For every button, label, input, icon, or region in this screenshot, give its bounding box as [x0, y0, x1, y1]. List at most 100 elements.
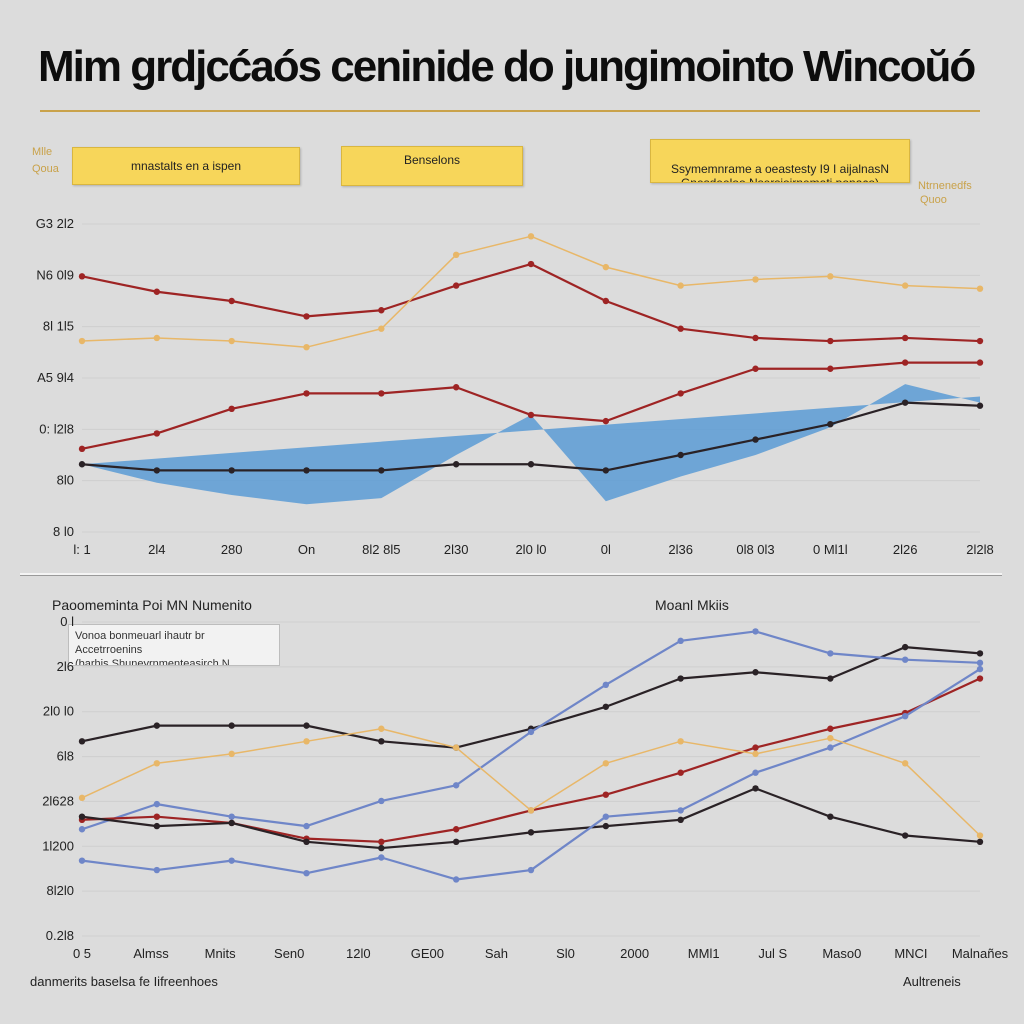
top-point-series-2 — [378, 325, 385, 332]
bottom-point-series-1 — [602, 681, 610, 688]
bottom-point-series-1 — [378, 797, 385, 805]
callout-2-text: Benselons — [403, 153, 461, 167]
top-y-tick-label: 8l0 — [57, 473, 74, 488]
top-area-series-4 — [82, 384, 980, 505]
top-point-series-0 — [752, 334, 759, 342]
bottom-point-series-5 — [378, 725, 385, 732]
bottom-subtitle-left: Paoomeminta Poi MN Numenito — [52, 597, 252, 613]
top-point-series-1 — [78, 445, 86, 453]
top-point-series-0 — [677, 325, 684, 332]
top-chart: G3 2l2 N6 0l9 8l 1l5 A5 9l4 0: l2l8 8l0 8 l0 l:… — [36, 216, 994, 557]
top-point-series-2 — [527, 233, 535, 240]
bottom-point-series-3 — [602, 822, 610, 830]
bottom-point-series-2 — [827, 725, 834, 732]
top-point-series-2 — [78, 337, 86, 345]
top-point-series-0 — [228, 297, 235, 305]
top-line-series-1 — [81, 361, 980, 450]
bottom-point-series-2 — [976, 675, 984, 682]
legend-line-2: (barhis Shuneyrnmenteasirch N — [75, 658, 230, 666]
bottom-point-series-1 — [901, 656, 909, 663]
top-y-tick-label: 8 l0 — [53, 524, 74, 539]
bottom-x-tick-label: Sah — [485, 946, 508, 961]
top-point-series-0 — [78, 273, 86, 280]
bottom-point-series-3 — [752, 785, 759, 792]
top-point-series-3 — [153, 467, 161, 474]
bottom-point-series-1 — [677, 637, 684, 645]
bottom-point-series-1 — [452, 782, 460, 789]
bottom-point-series-3 — [153, 822, 161, 830]
bottom-point-series-5 — [827, 734, 834, 742]
top-x-tick-label: 2l2l8 — [966, 542, 993, 557]
top-x-tick-label: On — [298, 542, 315, 557]
top-point-series-3 — [452, 461, 460, 468]
bottom-line-series-4 — [81, 668, 981, 881]
bottom-x-tick-label: Sen0 — [274, 946, 304, 961]
bottom-point-series-0 — [901, 643, 909, 651]
top-point-series-0 — [153, 288, 161, 295]
top-y-tick-label: A5 9l4 — [37, 370, 74, 385]
top-point-series-2 — [827, 273, 834, 280]
top-x-tick-label: 2l30 — [444, 542, 469, 557]
bottom-x-tick-label: Almss — [133, 946, 169, 961]
callout-3: Ssymemnrame a oeastesty I9 I aijalnasN G… — [650, 139, 910, 183]
top-x-tick-label: 2l36 — [668, 542, 693, 557]
bottom-x-tick-label: MMl1 — [688, 946, 720, 961]
bottom-y-tick-label: 0.2l8 — [46, 928, 74, 943]
callout-3-text: Ssymemnrame a oeastesty I9 I aijalnasN G… — [670, 162, 890, 183]
top-point-series-1 — [378, 390, 385, 397]
bottom-point-series-3 — [452, 838, 460, 845]
bottom-point-series-4 — [228, 857, 235, 864]
bottom-point-series-1 — [153, 800, 161, 808]
callout-1-text: mnastalts en a ispen — [130, 159, 242, 173]
top-x-tick-label: 0l8 0l3 — [736, 542, 774, 557]
top-point-series-2 — [228, 337, 235, 345]
bottom-point-series-3 — [78, 813, 86, 820]
bottom-line-series-2 — [81, 677, 981, 843]
side-label-left-2: Qoua — [32, 163, 60, 175]
top-point-series-0 — [378, 307, 385, 314]
bottom-point-series-5 — [527, 807, 535, 814]
bottom-y-tick-label: 2l0 l0 — [43, 704, 74, 719]
top-point-series-3 — [752, 436, 759, 443]
top-x-tick-label: 2l0 l0 — [515, 542, 546, 557]
top-point-series-2 — [602, 263, 610, 271]
bottom-point-series-1 — [303, 822, 310, 830]
bottom-y-tick-label: 2l628 — [42, 793, 74, 808]
bottom-point-series-3 — [303, 838, 310, 845]
top-point-series-2 — [303, 344, 310, 351]
bottom-point-series-2 — [452, 826, 460, 833]
bottom-x-tick-label: Maso0 — [822, 946, 861, 961]
bottom-x-tick-label: Jul S — [758, 946, 787, 961]
bottom-chart: 0 l 2l6 2l0 l0 6l8 2l628 1l200 8l2l0 0.2l8 0 5 Al… — [42, 614, 1008, 961]
top-point-series-1 — [303, 390, 310, 397]
top-point-series-3 — [78, 461, 86, 468]
page-title: Mim grdjcćaós ceninide do jungimointo Wi… — [38, 42, 976, 91]
bottom-point-series-3 — [527, 829, 535, 836]
bottom-point-series-5 — [78, 794, 86, 802]
top-point-series-1 — [752, 365, 759, 372]
bottom-point-series-2 — [153, 813, 161, 820]
bottom-point-series-1 — [976, 659, 984, 667]
bottom-point-series-1 — [78, 826, 86, 833]
top-point-series-1 — [153, 430, 161, 437]
bottom-point-series-2 — [752, 744, 759, 751]
bottom-point-series-4 — [452, 876, 460, 883]
bottom-point-series-1 — [752, 628, 759, 635]
panel-divider — [20, 573, 1002, 575]
top-point-series-0 — [452, 282, 460, 289]
bottom-point-series-0 — [752, 669, 759, 676]
callout-2: Benselons — [341, 146, 523, 186]
bottom-point-series-3 — [901, 832, 909, 839]
bottom-point-series-0 — [228, 722, 235, 729]
bottom-subtitle-right: Moanl Mkiis — [655, 597, 729, 613]
top-point-series-2 — [677, 282, 684, 289]
top-point-series-1 — [677, 390, 684, 397]
legend-line-1: Vonoa bonmeuarl ihautr br Accetrroenins — [75, 630, 205, 656]
bottom-y-tick-label: 0 l — [60, 614, 74, 629]
top-x-tick-label: 8l2 8l5 — [362, 542, 400, 557]
bottom-point-series-0 — [602, 703, 610, 710]
bottom-point-series-0 — [677, 675, 684, 682]
bottom-point-series-2 — [602, 791, 610, 798]
bottom-point-series-5 — [303, 738, 310, 745]
top-point-series-2 — [901, 282, 909, 289]
